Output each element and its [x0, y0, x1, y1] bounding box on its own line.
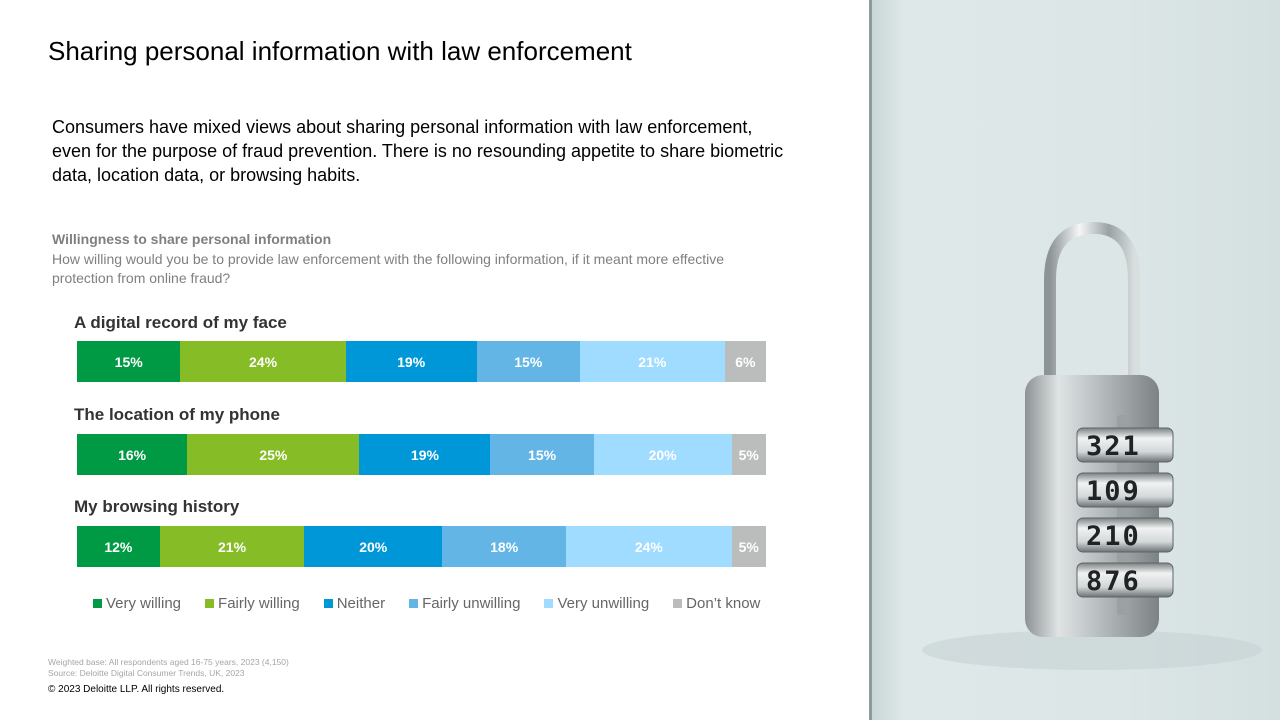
data-label: 21%: [218, 538, 247, 555]
copyright: © 2023 Deloitte LLP. All rights reserved…: [48, 684, 225, 695]
combination-padlock-icon: 321 109 210 876: [922, 221, 1262, 670]
data-label: 24%: [249, 353, 278, 370]
data-label: 18%: [490, 538, 519, 555]
legend-item: Fairly willing: [205, 595, 300, 612]
bar-segment: 24%: [566, 526, 732, 567]
bar-segment: 24%: [180, 341, 346, 382]
dial-wheels: 321 109 210 876: [1076, 427, 1174, 598]
legend-swatch: [673, 599, 683, 608]
legend-swatch: [205, 599, 215, 608]
data-label: 20%: [648, 446, 677, 463]
legend-label: Don’t know: [686, 595, 761, 612]
dial-digits: 109: [1086, 476, 1141, 507]
page-title: Sharing personal information with law en…: [48, 36, 632, 66]
footnote-source: Source: Deloitte Digital Consumer Trends…: [48, 668, 245, 678]
bar-segment: 19%: [359, 434, 491, 475]
data-label: 15%: [514, 353, 543, 370]
chart-subtitle: How willing would you be to provide law …: [52, 251, 725, 286]
legend-item: Very willing: [93, 595, 181, 612]
legend-item: Neither: [323, 595, 386, 612]
data-label: 5%: [738, 446, 759, 463]
bar-segment: 18%: [442, 526, 567, 567]
legend-label: Very unwilling: [557, 595, 650, 612]
dial-digits: 321: [1086, 431, 1141, 462]
legend-swatch: [409, 599, 419, 608]
question-label-phone-location: The location of my phone: [74, 405, 280, 424]
data-label: 15%: [528, 446, 557, 463]
bar-segment: 20%: [593, 434, 732, 475]
legend-label: Very willing: [106, 595, 182, 612]
bar-segment: 5%: [731, 526, 766, 567]
footnote-base: Weighted base: All respondents aged 16-7…: [48, 657, 289, 667]
data-label: 5%: [738, 538, 759, 555]
bar-face: 15% 24% 19% 15% 21% 6%: [77, 341, 766, 382]
legend-item: Don’t know: [673, 595, 760, 612]
chart-title: Willingness to share personal informatio…: [52, 231, 332, 247]
legend-item: Very unwilling: [544, 595, 649, 612]
bar-segment: 16%: [77, 434, 188, 475]
legend-label: Fairly unwilling: [422, 595, 521, 612]
chart-legend: Very willing Fairly willing Neither Fairly …: [93, 595, 783, 612]
legend-swatch: [323, 599, 333, 608]
data-label: 21%: [638, 353, 667, 370]
data-label: 20%: [359, 538, 388, 555]
question-label-face: A digital record of my face: [74, 313, 287, 332]
bar-browsing-history: 12% 21% 20% 18% 24% 5%: [77, 526, 766, 567]
data-label: 19%: [397, 353, 426, 370]
bar-segment: 15%: [77, 341, 181, 382]
bar-segment: 25%: [187, 434, 360, 475]
legend-item: Fairly unwilling: [409, 595, 520, 612]
dial-wheel: [1076, 427, 1174, 463]
padlock-photo: 321 109 210 876: [869, 0, 1280, 720]
intro-text: Consumers have mixed views about sharing…: [52, 117, 784, 185]
data-label: 15%: [114, 353, 143, 370]
bar-segment: 21%: [579, 341, 725, 382]
bar-segment: 6%: [724, 341, 766, 382]
dial-wheel: [1076, 517, 1174, 553]
bar-segment: 21%: [159, 526, 305, 567]
bar-segment: 20%: [304, 526, 443, 567]
dial-digits: 210: [1086, 521, 1141, 552]
data-label: 19%: [410, 446, 439, 463]
bar-segment: 5%: [731, 434, 766, 475]
dial-wheel: [1076, 472, 1174, 508]
legend-label: Fairly willing: [218, 595, 300, 612]
bar-phone-location: 16% 25% 19% 15% 20% 5%: [77, 434, 766, 475]
bar-segment: 19%: [345, 341, 477, 382]
data-label: 16%: [118, 446, 147, 463]
dial-wheel: [1076, 562, 1174, 598]
dial-digits: 876: [1086, 566, 1141, 597]
bar-segment: 15%: [490, 434, 594, 475]
bar-segment: 12%: [77, 526, 160, 567]
legend-label: Neither: [336, 595, 386, 612]
legend-swatch: [93, 599, 102, 608]
legend-swatch: [544, 599, 554, 608]
bar-segment: 15%: [476, 341, 580, 382]
data-label: 12%: [104, 538, 133, 555]
data-label: 24%: [634, 538, 663, 555]
question-label-browsing-history: My browsing history: [74, 497, 240, 516]
data-label: 6%: [735, 353, 756, 370]
data-label: 25%: [259, 446, 288, 463]
